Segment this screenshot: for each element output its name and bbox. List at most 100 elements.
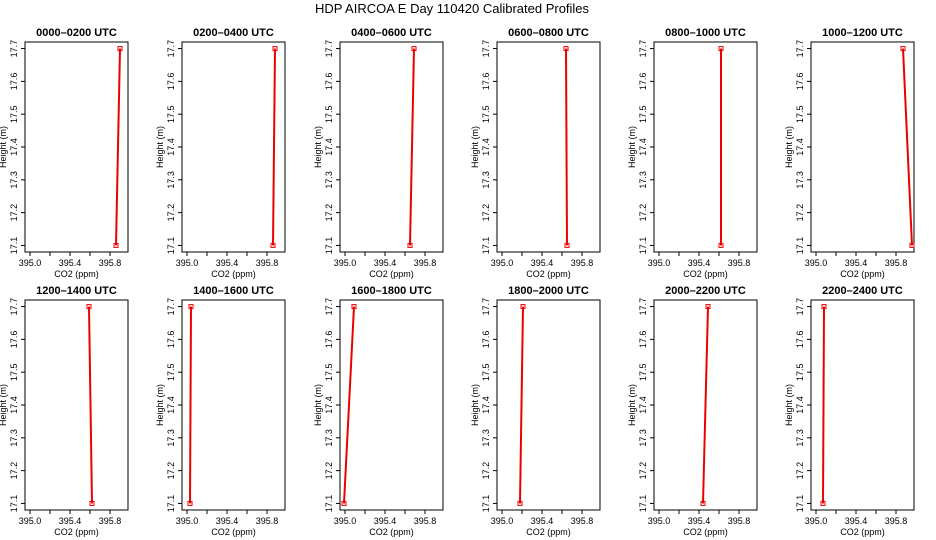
x-tick-label: 395.8: [99, 258, 122, 268]
y-tick-label: 17.1: [9, 495, 19, 513]
x-axis-label: CO2 (ppm): [211, 269, 256, 279]
x-tick-label: 395.8: [414, 258, 437, 268]
x-tick-label: 395.4: [531, 516, 554, 526]
x-axis-label: CO2 (ppm): [369, 527, 414, 537]
data-point: [270, 242, 276, 248]
data-point: [821, 304, 827, 310]
y-tick-label: 17.3: [9, 429, 19, 447]
x-tick-label: 395.0: [176, 258, 199, 268]
y-tick-label: 17.7: [166, 298, 176, 316]
y-axis-label: Height (m): [627, 126, 637, 168]
data-point: [113, 242, 119, 248]
profile-line: [409, 48, 415, 246]
y-tick-label: 17.1: [795, 237, 805, 255]
x-tick-label: 395.8: [885, 516, 908, 526]
data-point: [563, 46, 569, 52]
y-tick-label: 17.7: [481, 40, 491, 58]
y-tick-label: 17.6: [481, 331, 491, 349]
y-tick-label: 17.4: [481, 138, 491, 156]
y-tick-label: 17.3: [9, 171, 19, 189]
chart-panel: 0400–0600 UTC 395.0 395.4 395.8 17.1 17.2 17.3…: [313, 27, 444, 279]
y-tick-label: 17.5: [166, 363, 176, 381]
panels-group: 0000–0200 UTC 395.0 395.4 395.8 17.1 17.2 17.3…: [0, 27, 915, 537]
y-tick-label: 17.3: [481, 171, 491, 189]
x-tick-label: 395.4: [216, 258, 239, 268]
x-tick-label: 395.0: [334, 516, 357, 526]
y-tick-label: 17.7: [324, 40, 334, 58]
x-tick-label: 395.4: [688, 516, 711, 526]
x-tick-label: 395.8: [728, 516, 751, 526]
y-tick-label: 17.2: [795, 462, 805, 480]
x-tick-label: 395.0: [805, 516, 828, 526]
x-tick-label: 395.4: [531, 258, 554, 268]
x-tick-label: 395.0: [805, 258, 828, 268]
y-tick-label: 17.5: [638, 105, 648, 123]
panel-title: 2000–2200 UTC: [665, 285, 746, 297]
chart-panel: 1000–1200 UTC 395.0 395.4 395.8 17.1 17.2 17.3…: [784, 27, 915, 279]
x-axis-label: CO2 (ppm): [683, 269, 728, 279]
data-point: [900, 46, 906, 52]
y-tick-label: 17.6: [638, 331, 648, 349]
plot-frame: [339, 299, 444, 511]
profile-line: [902, 48, 913, 246]
y-tick-label: 17.4: [9, 138, 19, 156]
y-tick-label: 17.3: [795, 429, 805, 447]
panel-title: 2200–2400 UTC: [822, 285, 903, 297]
data-point: [909, 242, 915, 248]
profile-line: [822, 306, 825, 504]
y-tick-label: 17.6: [481, 73, 491, 91]
data-point: [86, 304, 92, 310]
chart-panel: 0200–0400 UTC 395.0 395.4 395.8 17.1 17.2 17.3…: [155, 27, 286, 279]
data-point: [89, 500, 95, 506]
data-point: [407, 242, 413, 248]
panel-title: 0600–0800 UTC: [508, 27, 589, 39]
chart-panel: 0600–0800 UTC 395.0 395.4 395.8 17.1 17.2 17.3…: [470, 27, 601, 279]
y-axis-label: Height (m): [784, 126, 794, 168]
y-tick-label: 17.5: [9, 363, 19, 381]
y-tick-label: 17.6: [9, 73, 19, 91]
x-tick-label: 395.0: [491, 516, 514, 526]
x-tick-label: 395.8: [728, 258, 751, 268]
y-tick-label: 17.3: [795, 171, 805, 189]
y-tick-label: 17.2: [638, 204, 648, 222]
y-axis-label: Height (m): [155, 384, 165, 426]
data-point: [820, 500, 826, 506]
data-point: [341, 500, 347, 506]
data-point: [187, 500, 193, 506]
y-tick-label: 17.2: [481, 462, 491, 480]
y-tick-label: 17.2: [9, 462, 19, 480]
chart-panel: 2000–2200 UTC 395.0 395.4 395.8 17.1 17.2 17.3…: [627, 285, 758, 537]
x-tick-label: 395.8: [256, 516, 279, 526]
x-tick-label: 395.4: [374, 516, 397, 526]
x-tick-label: 395.0: [176, 516, 199, 526]
y-tick-label: 17.6: [795, 73, 805, 91]
profile-line: [189, 306, 192, 504]
y-tick-label: 17.5: [638, 363, 648, 381]
figure-title: HDP AIRCOA E Day 110420 Calibrated Profi…: [315, 1, 590, 16]
chart-panel: 0800–1000 UTC 395.0 395.4 395.8 17.1 17.2 17.3…: [627, 27, 758, 279]
y-tick-label: 17.4: [166, 396, 176, 414]
x-tick-label: 395.8: [571, 258, 594, 268]
y-tick-label: 17.5: [481, 363, 491, 381]
panel-title: 1000–1200 UTC: [822, 27, 903, 39]
y-axis-label: Height (m): [0, 126, 8, 168]
panel-title: 1800–2000 UTC: [508, 285, 589, 297]
y-tick-label: 17.6: [9, 331, 19, 349]
x-axis-label: CO2 (ppm): [683, 527, 728, 537]
y-tick-label: 17.5: [795, 363, 805, 381]
panel-title: 1400–1600 UTC: [193, 285, 274, 297]
y-tick-label: 17.4: [795, 396, 805, 414]
y-tick-label: 17.7: [9, 298, 19, 316]
y-tick-label: 17.7: [638, 40, 648, 58]
y-tick-label: 17.4: [324, 396, 334, 414]
y-tick-label: 17.3: [324, 171, 334, 189]
y-tick-label: 17.1: [481, 237, 491, 255]
chart-panel: 1600–1800 UTC 395.0 395.4 395.8 17.1 17.2 17.3…: [313, 285, 444, 537]
plot-frame: [339, 41, 444, 253]
y-tick-label: 17.1: [324, 237, 334, 255]
y-tick-label: 17.4: [324, 138, 334, 156]
y-tick-label: 17.5: [324, 105, 334, 123]
y-tick-label: 17.4: [166, 138, 176, 156]
data-point: [272, 46, 278, 52]
